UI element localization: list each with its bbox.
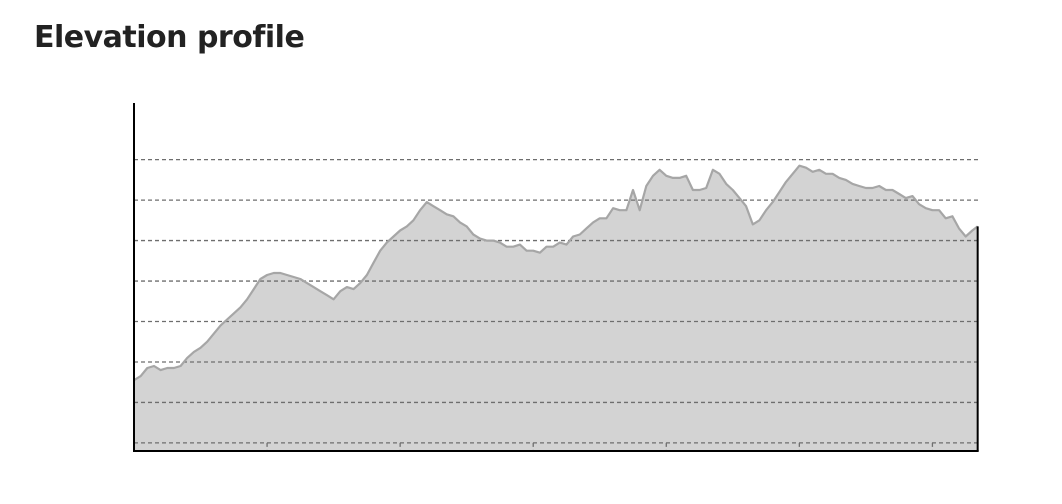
vertical-gridlines <box>266 442 934 451</box>
elevation-area <box>134 165 978 451</box>
elevation-line <box>133 164 979 382</box>
horizontal-gridlines <box>134 159 979 444</box>
page-title: Elevation profile <box>34 20 305 55</box>
plot-area <box>133 103 979 452</box>
